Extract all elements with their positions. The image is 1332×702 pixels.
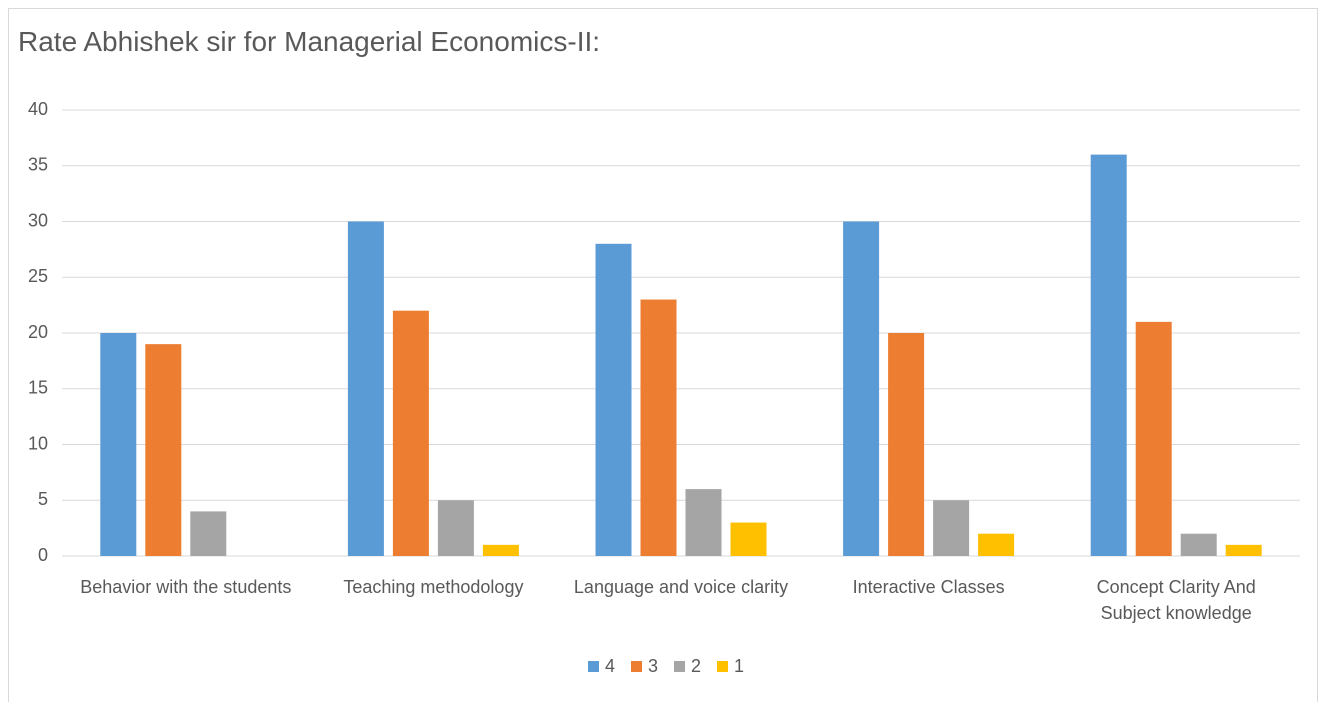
bar xyxy=(640,299,677,556)
x-tick-label: Language and voice clarity xyxy=(573,577,789,597)
y-tick-label: 35 xyxy=(28,155,48,175)
bar xyxy=(888,333,925,556)
bar xyxy=(347,221,384,556)
legend-label: 4 xyxy=(604,656,615,676)
legend-item: 4 xyxy=(587,656,615,677)
legend: 4 3 2 1 xyxy=(0,656,1332,677)
bar xyxy=(730,522,767,556)
y-tick-label: 25 xyxy=(28,266,48,286)
bar xyxy=(1135,321,1172,556)
y-tick-label: 0 xyxy=(38,545,48,565)
bar xyxy=(482,544,519,556)
chart-title: Rate Abhishek sir for Managerial Economi… xyxy=(18,26,601,57)
x-tick-label: Interactive Classes xyxy=(852,577,1005,597)
y-tick-label: 5 xyxy=(38,489,48,509)
y-tick-label: 10 xyxy=(28,433,48,453)
legend-item: 1 xyxy=(717,656,744,677)
legend-swatch xyxy=(674,661,685,672)
bar xyxy=(392,310,429,556)
legend-label: 3 xyxy=(647,656,658,676)
legend-swatch xyxy=(587,661,599,672)
legend-item: 3 xyxy=(630,656,658,677)
legend-swatch xyxy=(630,661,642,672)
bar xyxy=(933,500,970,556)
x-tick-label: Behavior with the students xyxy=(80,577,292,597)
bar xyxy=(843,221,880,556)
bar xyxy=(1090,154,1127,556)
bar xyxy=(978,533,1015,556)
bar xyxy=(100,333,137,556)
bar xyxy=(685,489,722,556)
legend-item: 2 xyxy=(674,656,701,677)
legend-label: 1 xyxy=(734,656,745,676)
bar xyxy=(1180,533,1217,556)
x-tick-label: Concept Clarity And Subject knowledge xyxy=(1096,577,1256,623)
x-tick-label: Teaching methodology xyxy=(343,577,524,597)
bar xyxy=(190,511,227,556)
y-tick-label: 20 xyxy=(28,322,48,342)
bar xyxy=(595,243,632,557)
bar xyxy=(145,344,182,556)
chart-border xyxy=(8,8,1318,702)
bar xyxy=(437,500,474,556)
y-tick-label: 30 xyxy=(28,210,48,230)
bar xyxy=(1225,544,1262,556)
y-tick-label: 40 xyxy=(28,99,48,119)
legend-swatch xyxy=(717,661,729,672)
y-tick-label: 15 xyxy=(28,378,48,398)
legend-label: 2 xyxy=(691,656,702,676)
